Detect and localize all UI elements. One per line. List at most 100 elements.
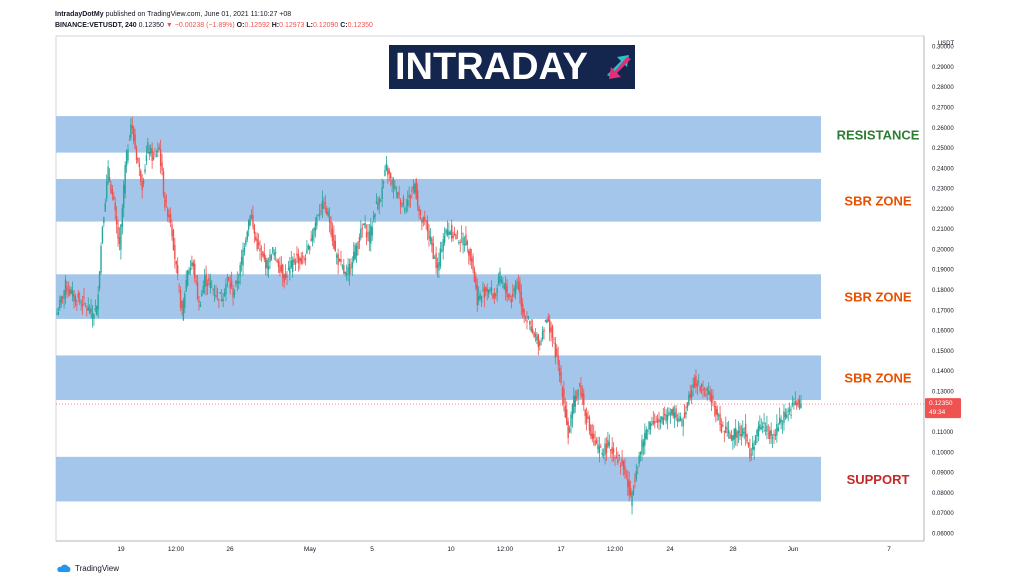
- candle-body: [111, 188, 114, 195]
- x-tick-label: 10: [447, 546, 455, 553]
- candle-body: [128, 139, 131, 141]
- candle-body: [516, 280, 518, 285]
- candle-body: [787, 411, 789, 413]
- candle-body: [388, 170, 390, 174]
- candle-body: [185, 279, 187, 292]
- zone-band-3[interactable]: [56, 274, 821, 319]
- zone-band-5[interactable]: [56, 456, 821, 502]
- candle-body: [690, 390, 693, 398]
- candle-body: [527, 316, 530, 319]
- candle-body: [588, 417, 591, 431]
- candle-body: [686, 402, 689, 409]
- candle-body: [124, 165, 126, 194]
- candle-body: [634, 480, 636, 483]
- candle-body: [192, 262, 195, 267]
- candle-body: [722, 425, 724, 426]
- x-tick-label: 17: [557, 546, 565, 553]
- zone-band-1[interactable]: [56, 116, 821, 153]
- candle-body: [176, 264, 179, 275]
- candle-body: [79, 300, 81, 302]
- candle-body: [382, 181, 385, 184]
- candle-body: [621, 458, 623, 465]
- candle-body: [87, 306, 89, 311]
- candle-body: [800, 403, 802, 408]
- candle-body: [615, 456, 618, 458]
- candle-body: [635, 471, 637, 480]
- candle-body: [504, 283, 507, 293]
- y-tick-label: 0.08000: [932, 491, 954, 497]
- zone-band-2[interactable]: [56, 178, 821, 222]
- candle-body: [347, 266, 349, 274]
- currency-label: USDT: [938, 41, 955, 47]
- candle-body: [702, 388, 704, 391]
- candle-body: [104, 203, 106, 212]
- candle-body: [619, 464, 622, 467]
- candle-body: [548, 319, 551, 333]
- candle-body: [348, 263, 351, 276]
- candle-body: [380, 200, 382, 202]
- candle-body: [675, 408, 677, 418]
- candle-body: [510, 299, 513, 303]
- author-name[interactable]: IntradayDotMy: [55, 11, 104, 18]
- candle-body: [314, 222, 317, 231]
- logo-text-b: DAY: [511, 46, 588, 88]
- candle-body: [483, 287, 486, 298]
- candle-body: [171, 224, 173, 237]
- candle-body: [573, 395, 575, 413]
- candle-body: [358, 237, 361, 242]
- candle-body: [179, 289, 182, 309]
- candle-body: [424, 216, 426, 221]
- candle-body: [717, 415, 720, 417]
- candle-body: [252, 215, 254, 226]
- candle-body: [304, 258, 307, 261]
- candle-body: [256, 239, 258, 250]
- candle-body: [211, 286, 213, 288]
- candle-body: [326, 208, 328, 215]
- last-price-label: 0.12350: [929, 400, 953, 407]
- candle-body: [66, 286, 68, 292]
- candle-body: [334, 240, 336, 252]
- candle-body: [693, 377, 696, 388]
- candle-body: [270, 255, 273, 260]
- candle-body: [338, 259, 341, 261]
- candle-body: [648, 421, 650, 430]
- candle-body: [793, 404, 795, 406]
- candle-body: [783, 411, 785, 423]
- candle-body: [328, 216, 331, 223]
- candle-body: [63, 290, 65, 299]
- candle-body: [343, 265, 345, 274]
- candle-body: [580, 385, 582, 396]
- candle-body: [162, 171, 165, 196]
- candle-body: [158, 147, 160, 150]
- footer-brand[interactable]: TradingView: [75, 564, 120, 573]
- candle-body: [558, 367, 561, 376]
- candle-body: [123, 184, 125, 209]
- candle-body: [522, 303, 524, 313]
- y-tick-label: 0.25000: [932, 146, 954, 152]
- candle-body: [320, 210, 322, 213]
- candle-body: [602, 454, 605, 456]
- candle-body: [431, 238, 433, 246]
- candle-body: [639, 452, 642, 455]
- candle-body: [477, 296, 480, 302]
- candle-body: [108, 177, 111, 182]
- candle-body: [154, 154, 156, 155]
- candle-body: [426, 220, 429, 232]
- candle-body: [649, 422, 652, 430]
- candle-body: [692, 384, 694, 388]
- candle-body: [720, 424, 723, 433]
- candle-body: [601, 452, 603, 455]
- candle-body: [311, 234, 314, 241]
- candle-body: [142, 180, 145, 184]
- candle-body: [681, 418, 683, 420]
- candle-body: [502, 282, 504, 284]
- low-label: L:: [306, 22, 313, 29]
- candle-body: [247, 220, 250, 230]
- candle-body: [344, 271, 346, 275]
- candle-body: [425, 220, 427, 222]
- candle-body: [470, 258, 473, 262]
- candle-body: [655, 421, 657, 422]
- candle-body: [533, 332, 535, 337]
- zone-band-4[interactable]: [56, 355, 821, 401]
